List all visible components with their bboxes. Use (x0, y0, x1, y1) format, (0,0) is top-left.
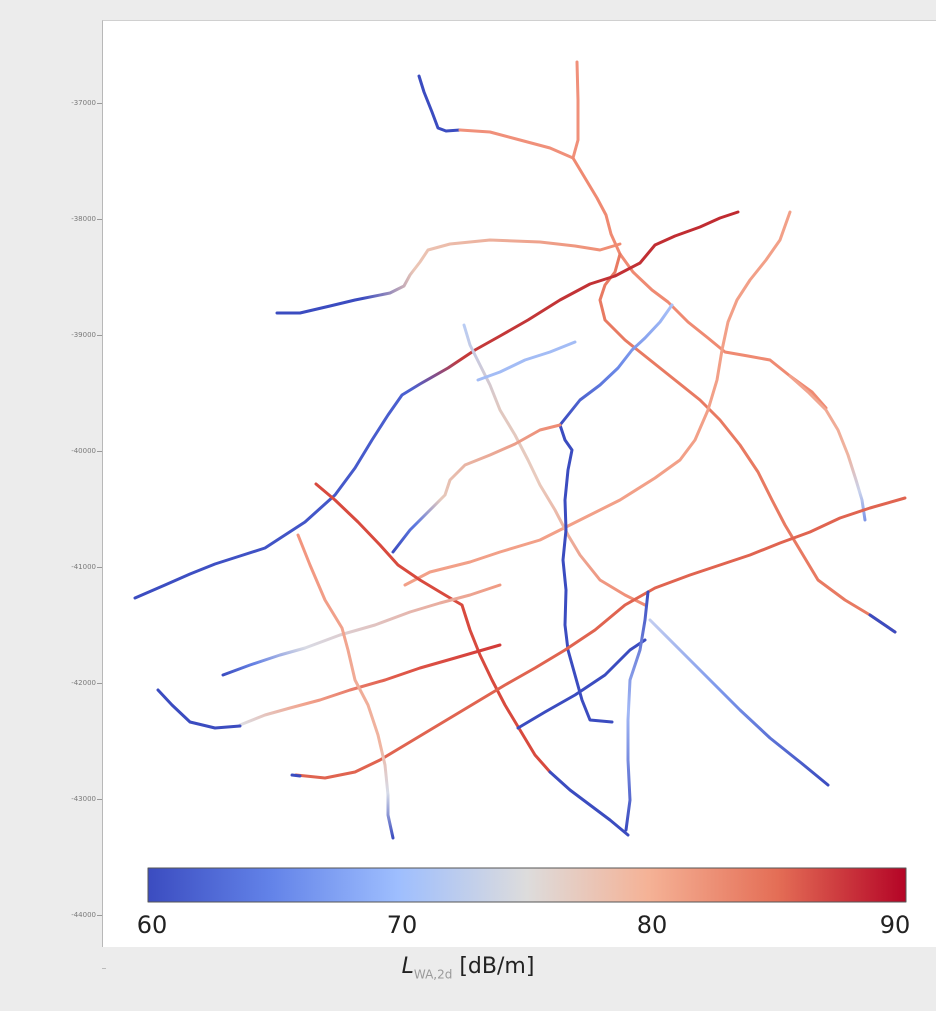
y-tick-label: -38000 (71, 215, 96, 223)
y-tick-mark (97, 799, 102, 800)
y-tick-mark (97, 451, 102, 452)
colorbar-tick: 70 (386, 911, 418, 939)
colorbar-tick: 80 (636, 911, 668, 939)
road-segment (516, 638, 647, 730)
y-tick-mark (97, 219, 102, 220)
road-segment (290, 773, 302, 778)
colorbar-gradient (147, 867, 907, 903)
road-segment (275, 238, 622, 315)
road-segment (403, 210, 792, 587)
colorbar-label: LWA,2d [dB/m] (0, 954, 936, 981)
y-tick-label: -43000 (71, 795, 96, 803)
y-tick-label: -42000 (71, 679, 96, 687)
road-segment (868, 613, 897, 634)
road-segment (624, 590, 650, 832)
map-plot-area (102, 20, 936, 947)
y-tick-mark (97, 683, 102, 684)
colorbar-tick: 90 (879, 911, 911, 939)
y-tick-label: -37000 (71, 99, 96, 107)
road-segment (458, 60, 580, 160)
road-segment (558, 303, 674, 427)
road-segment (571, 156, 828, 410)
road-segment (391, 423, 562, 554)
road-segment (548, 770, 630, 837)
road-segment (558, 423, 614, 724)
road-segment (598, 252, 897, 634)
y-tick-label: -41000 (71, 563, 96, 571)
road-segment (417, 74, 462, 133)
road-segment (133, 210, 740, 600)
y-tick-label: -39000 (71, 331, 96, 339)
x-axis-stub (102, 968, 106, 969)
road-segment (788, 374, 867, 522)
road-segment (314, 482, 552, 774)
road-segment (296, 533, 395, 840)
y-tick-mark (97, 103, 102, 104)
road-segment (294, 496, 907, 780)
y-tick-mark (97, 915, 102, 916)
colorbar-label-unit: [dB/m] (452, 954, 535, 979)
y-tick-mark (97, 567, 102, 568)
road-segment (476, 340, 577, 382)
y-tick-label: -44000 (71, 911, 96, 919)
road-segment (238, 643, 502, 727)
road-segment (462, 323, 647, 607)
y-tick-mark (97, 335, 102, 336)
colorbar-tick: 60 (136, 911, 168, 939)
colorbar-label-subscript: WA,2d (413, 967, 453, 982)
y-tick-label: -40000 (71, 447, 96, 455)
road-segment (156, 688, 242, 730)
road-segment (648, 618, 830, 787)
colorbar-label-symbol: L (401, 954, 414, 979)
road-segment (221, 583, 502, 677)
